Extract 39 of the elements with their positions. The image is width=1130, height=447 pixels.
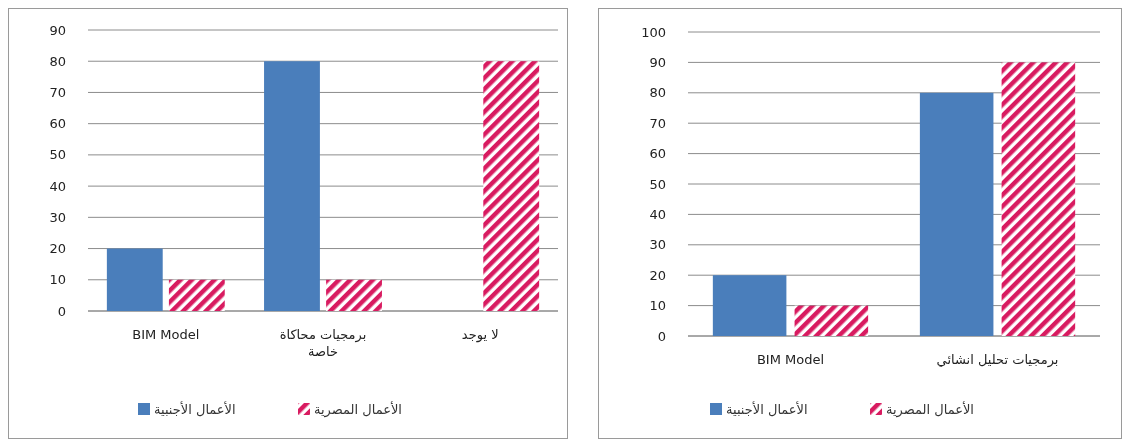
y-tick-label: 60 bbox=[649, 146, 666, 162]
y-tick-label: 50 bbox=[49, 147, 66, 163]
y-tick-label: 70 bbox=[49, 84, 66, 100]
x-tick-label: برمجيات تحليل انشائي bbox=[936, 352, 1059, 368]
legend-label: الأعمال الأجنبية bbox=[154, 400, 236, 417]
bar bbox=[106, 248, 163, 311]
y-tick-label: 20 bbox=[649, 267, 666, 283]
x-tick-label: برمجيات محاكاة خاصة bbox=[279, 327, 367, 359]
bar bbox=[483, 61, 540, 311]
bar bbox=[264, 61, 320, 311]
y-tick-label: 70 bbox=[649, 115, 666, 131]
bar bbox=[1001, 62, 1076, 336]
y-tick-label: 30 bbox=[49, 209, 66, 225]
legend-label: الأعمال المصرية bbox=[886, 400, 974, 418]
y-tick-label: 20 bbox=[49, 241, 66, 257]
y-tick-label: 60 bbox=[49, 116, 66, 132]
y-tick-label: 10 bbox=[649, 298, 666, 314]
bar bbox=[794, 305, 869, 336]
x-tick-label: BIM Model bbox=[756, 352, 825, 367]
y-tick-label: 40 bbox=[49, 178, 66, 194]
y-tick-label: 0 bbox=[57, 303, 66, 319]
legend-label: الأعمال المصرية bbox=[314, 400, 402, 418]
y-tick-label: 90 bbox=[649, 54, 666, 70]
bar bbox=[712, 275, 787, 336]
legend-label: الأعمال الأجنبية bbox=[726, 400, 808, 417]
bar bbox=[326, 279, 382, 311]
y-tick-label: 40 bbox=[649, 206, 666, 222]
y-tick-label: 80 bbox=[649, 85, 666, 101]
y-tick-label: 30 bbox=[649, 237, 666, 253]
bar bbox=[919, 92, 994, 336]
x-tick-label: لا يوجد bbox=[461, 327, 499, 343]
y-tick-label: 0 bbox=[657, 328, 666, 344]
y-tick-label: 80 bbox=[49, 53, 66, 69]
y-tick-label: 50 bbox=[649, 176, 666, 192]
x-tick-label: BIM Model bbox=[132, 327, 200, 342]
bar bbox=[168, 279, 225, 311]
y-tick-label: 100 bbox=[641, 24, 666, 40]
y-tick-label: 90 bbox=[49, 22, 66, 38]
y-tick-label: 10 bbox=[49, 272, 66, 288]
